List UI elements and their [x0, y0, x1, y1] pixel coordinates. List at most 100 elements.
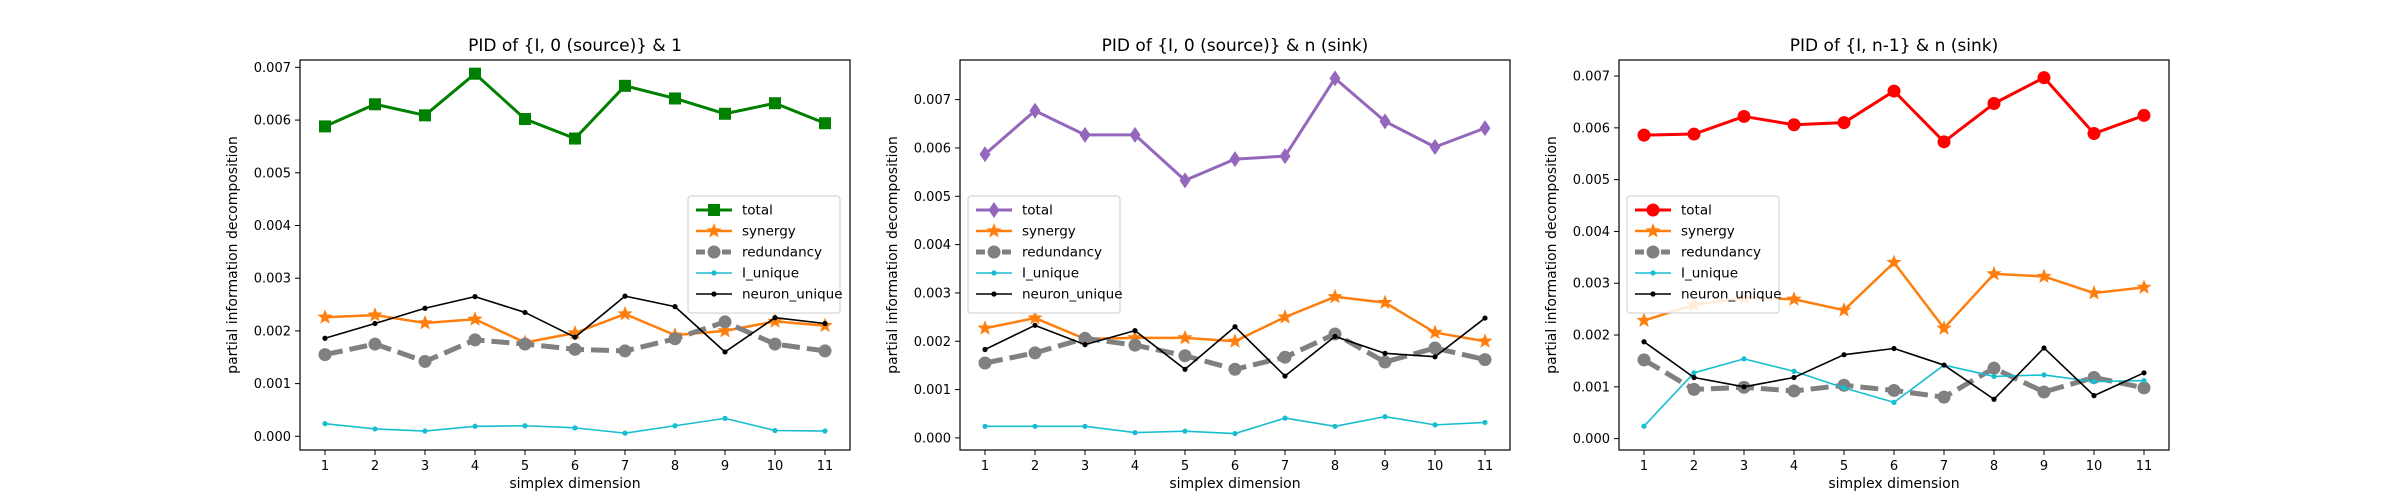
data-point [422, 428, 428, 434]
data-point [619, 79, 631, 92]
data-point [2087, 127, 2101, 141]
data-point [1937, 135, 1951, 149]
series-redundancy [1637, 353, 2151, 404]
data-point [519, 113, 531, 126]
x-axis-label: simplex dimension [1169, 476, 1300, 492]
legend-marker [711, 270, 717, 276]
y-tick-label: 0.007 [914, 93, 951, 108]
x-tick-label: 4 [1790, 459, 1798, 474]
y-tick-label: 0.002 [914, 335, 951, 350]
data-point [1787, 384, 1801, 398]
data-point [1327, 288, 1343, 304]
data-point [722, 349, 728, 355]
data-point [319, 120, 331, 133]
legend-marker [707, 245, 721, 259]
legend-marker [986, 223, 1002, 238]
data-point [1428, 341, 1442, 355]
data-point [468, 333, 482, 347]
y-axis-label: partial information decomposition [885, 136, 901, 374]
legend: total synergy redundancy I_unique neuron_uni… [1626, 195, 1782, 314]
data-point [1282, 415, 1288, 421]
data-point [1232, 324, 1238, 330]
data-point [1987, 97, 2001, 111]
data-point [567, 325, 583, 340]
data-point [1277, 309, 1293, 324]
y-tick-label: 0.005 [1573, 173, 1610, 188]
legend-marker [1646, 203, 1660, 217]
data-point [1837, 116, 1851, 130]
data-point [617, 306, 633, 321]
x-tick-label: 5 [521, 459, 529, 474]
data-point [1128, 338, 1142, 352]
legend-marker [1650, 270, 1656, 276]
series-neuron_unique [1641, 339, 2147, 402]
data-point [2141, 370, 2147, 376]
data-point [422, 305, 428, 311]
data-point [372, 320, 378, 327]
data-point [1129, 126, 1141, 143]
legend-marker [1646, 245, 1660, 259]
y-tick-label: 0.004 [254, 219, 291, 234]
data-point [472, 294, 478, 300]
legend-marker [1650, 291, 1656, 297]
data-point [522, 309, 528, 316]
y-tick-label: 0.006 [914, 141, 951, 156]
data-point [569, 132, 581, 145]
data-point [1179, 172, 1191, 189]
x-tick-label: 9 [1381, 459, 1389, 474]
data-point [2037, 71, 2051, 85]
data-point [1028, 346, 1042, 360]
legend-label: I_unique [1681, 266, 1738, 282]
legend-marker [987, 245, 1001, 259]
legend: total synergy redundancy I_unique neuron_uni… [687, 195, 843, 314]
chart-title: PID of {I, 0 (source)} & n (sink) [1102, 36, 1369, 56]
data-point [1887, 84, 1901, 98]
data-point [1078, 331, 1092, 345]
data-point [1432, 354, 1438, 360]
x-tick-label: 8 [1331, 459, 1339, 474]
data-point [1332, 423, 1338, 429]
legend-label: redundancy [1022, 245, 1102, 261]
y-tick-label: 0.007 [1573, 70, 1610, 85]
legend-marker [988, 202, 1000, 218]
data-point [1637, 128, 1651, 142]
data-point [1382, 414, 1388, 420]
data-point [1887, 383, 1901, 397]
data-point [1229, 151, 1241, 168]
data-point [372, 426, 378, 432]
data-point [369, 98, 381, 111]
x-axis-label: simplex dimension [509, 476, 640, 492]
x-tick-label: 7 [1281, 459, 1289, 474]
data-point [1182, 428, 1188, 434]
series-I_unique [1641, 356, 2147, 429]
x-tick-label: 2 [1031, 459, 1039, 474]
data-point [1741, 356, 1747, 362]
legend-marker [706, 223, 722, 238]
data-point [1378, 355, 1392, 369]
y-tick-label: 0.002 [1573, 329, 1610, 344]
legend-label: total [742, 203, 773, 219]
data-point [1082, 423, 1088, 429]
data-point [822, 428, 828, 434]
data-point [1991, 396, 1997, 402]
x-tick-label: 4 [471, 459, 479, 474]
legend-box [1626, 195, 1780, 314]
series-total [319, 67, 831, 145]
data-point [1227, 333, 1243, 348]
data-point [317, 309, 333, 324]
data-point [1032, 322, 1038, 328]
data-point [1232, 430, 1238, 437]
data-point [1027, 310, 1043, 325]
data-point [1127, 329, 1143, 345]
y-tick-label: 0.000 [914, 431, 951, 446]
data-point [1891, 345, 1897, 352]
data-point [419, 109, 431, 122]
x-tick-label: 2 [1690, 459, 1698, 474]
y-axis-label: partial information decomposition [225, 136, 241, 374]
data-point [572, 425, 578, 431]
series-neuron_unique [322, 293, 828, 355]
data-point [322, 421, 328, 427]
y-tick-label: 0.004 [914, 238, 951, 253]
data-point [1132, 328, 1138, 334]
